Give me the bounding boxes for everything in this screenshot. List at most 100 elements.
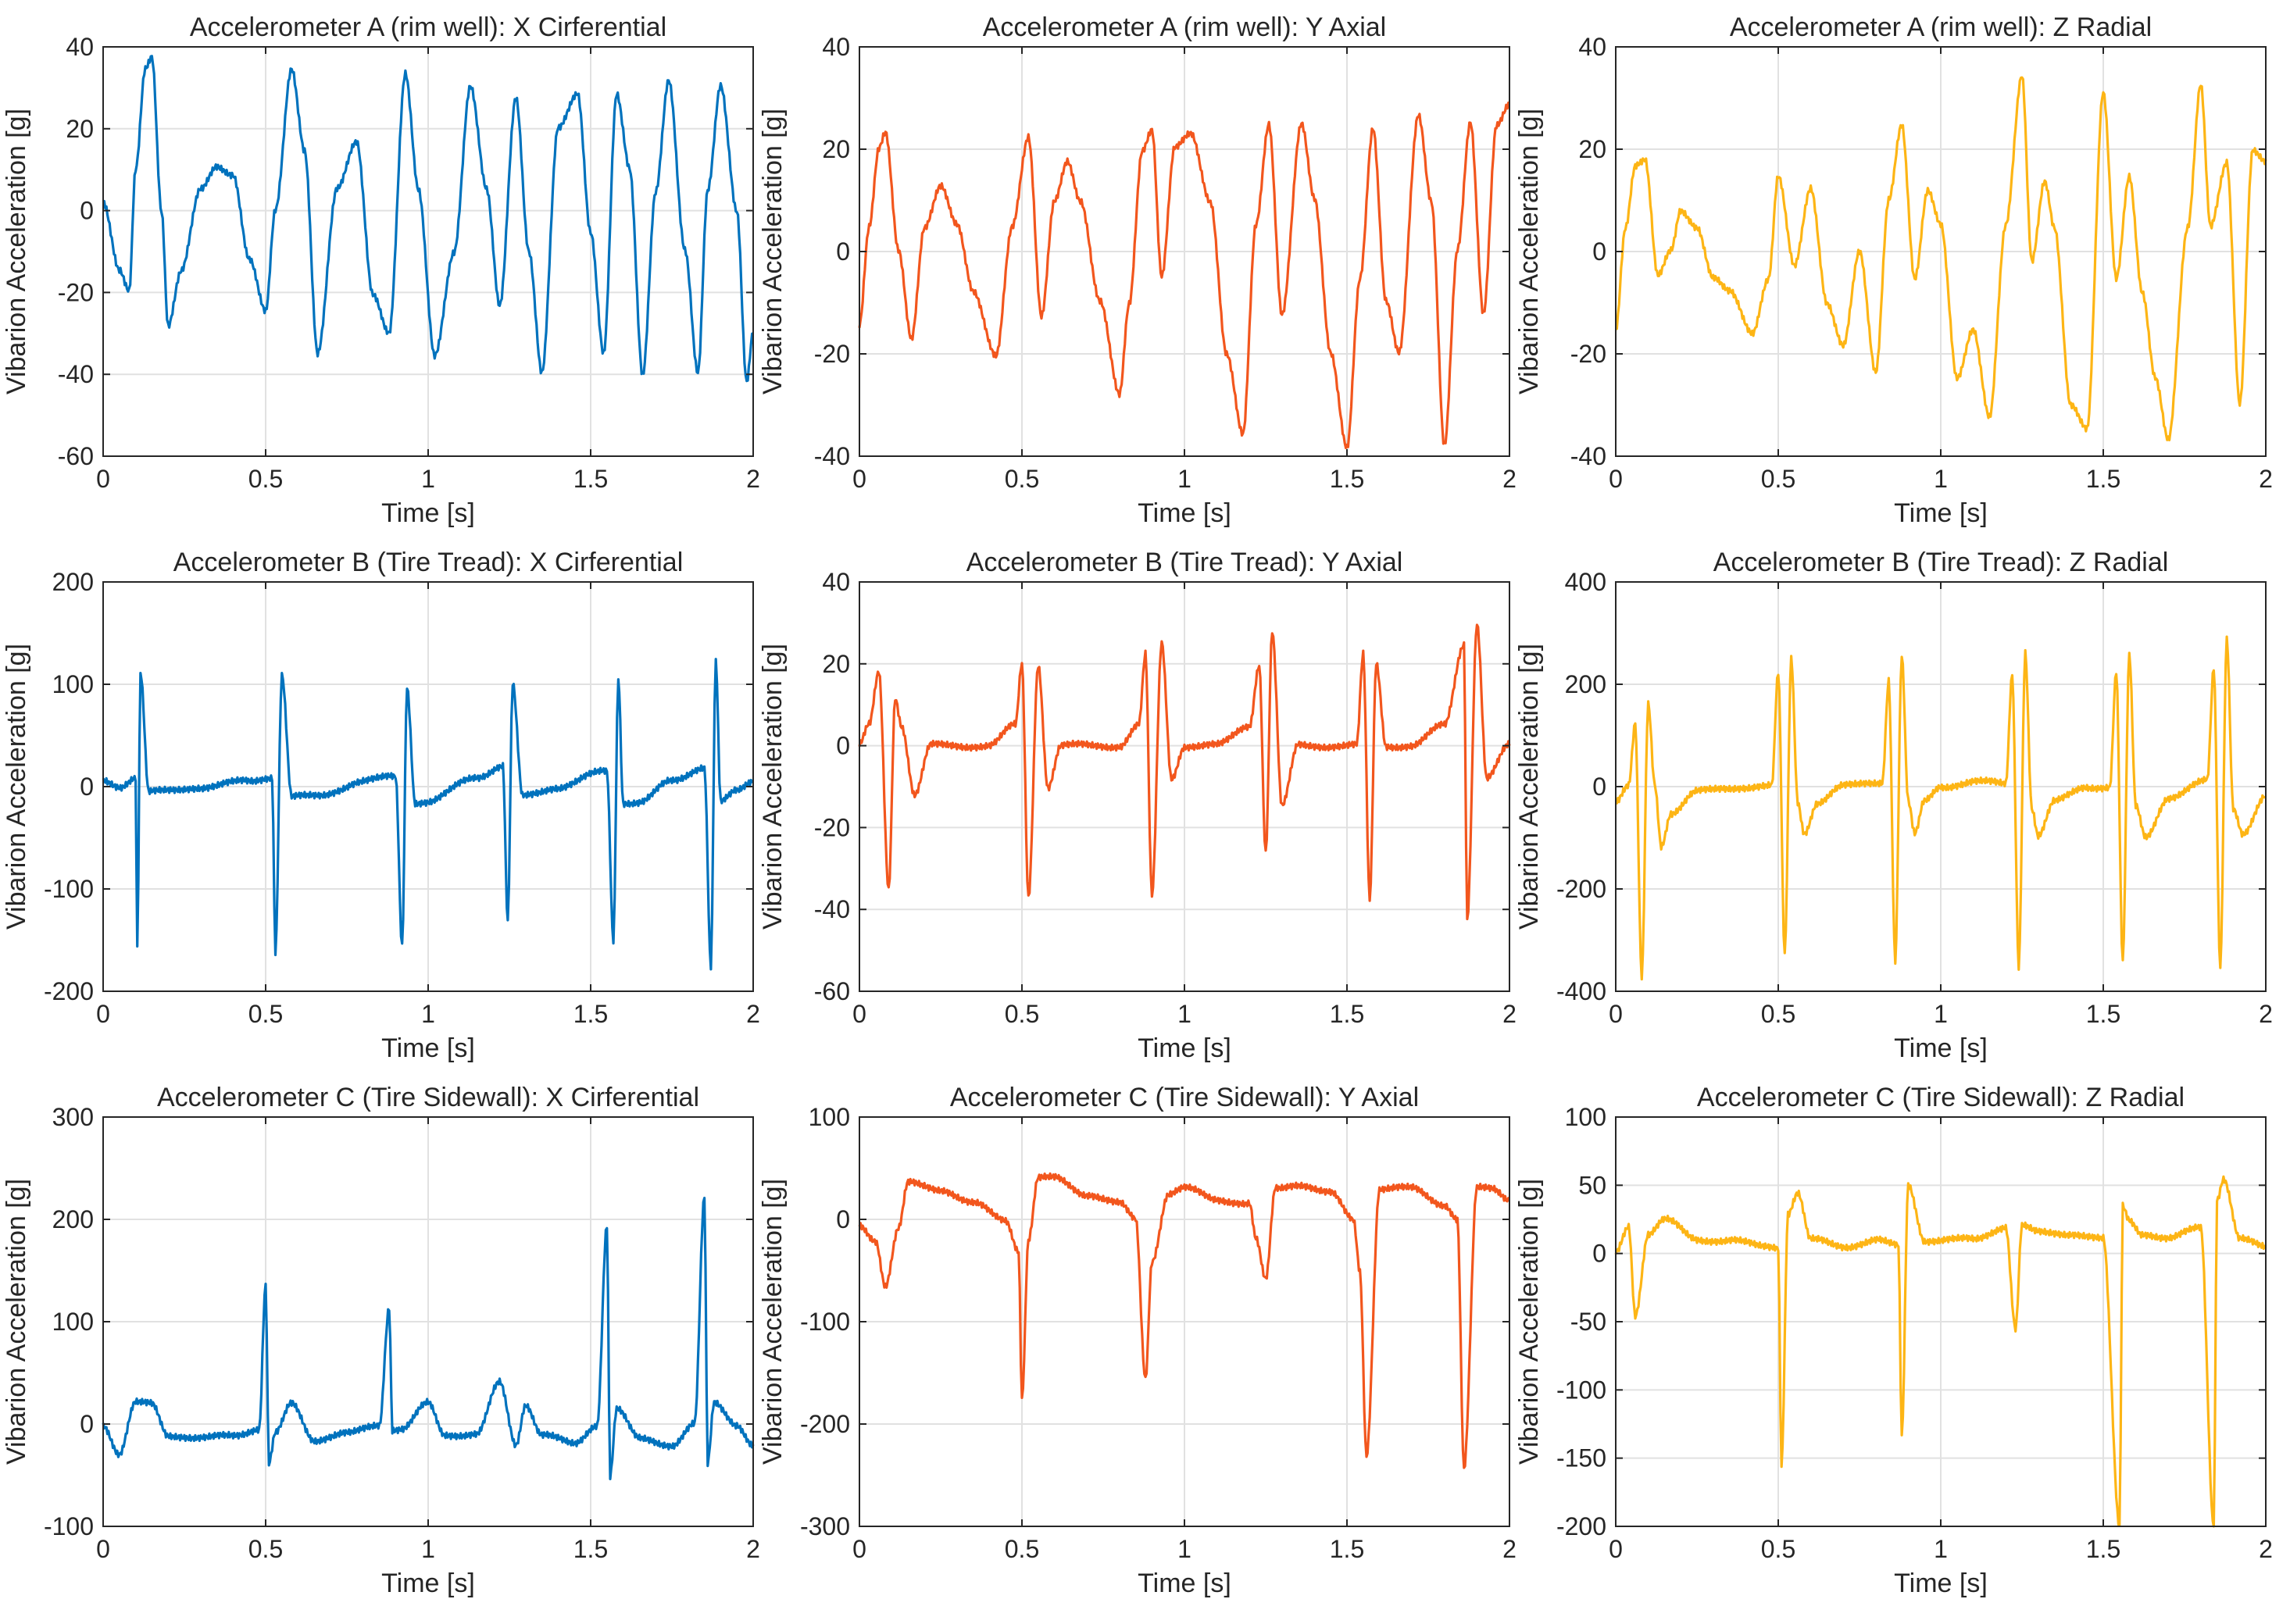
chart-9: 0 0.5 1 1.5 2 -200 -150 -100 -50 0 50 100 Accelerome… [1514,1083,2273,1598]
chart-9-xtick-label-0: 0 [1609,1535,1623,1563]
chart-6-xlabel: Time [s] [1894,1033,1988,1063]
chart-7-ylabel: Vibarion Acceleration [g] [2,1179,31,1465]
chart-1-ytick-label-0: -60 [58,442,94,470]
chart-1-ytick-label-4: 20 [66,115,94,143]
chart-8-xtick-label-3: 1.5 [1330,1535,1364,1563]
chart-2-xlabel: Time [s] [1138,498,1231,528]
chart-9-ytick-label-1: -150 [1556,1444,1606,1472]
chart-9-xlabel: Time [s] [1894,1569,1988,1598]
chart-2-title: Accelerometer A (rim well): Y Axial [983,12,1386,42]
chart-5: 0 0.5 1 1.5 2 -60 -40 -20 0 20 40 Accelerometer B (… [758,548,1517,1063]
chart-2-ylabel: Vibarion Acceleration [g] [758,109,788,394]
chart-4-ylabel: Vibarion Acceleration [g] [2,644,31,930]
chart-8-series-line [858,1172,1510,1469]
chart-4-ytick-label-1: -100 [44,875,94,903]
chart-1-ytick-label-5: 40 [66,33,94,61]
chart-8-xtick-label-0: 0 [852,1535,866,1563]
chart-5-xlabel: Time [s] [1138,1033,1231,1063]
chart-7-xtick-label-3: 1.5 [573,1535,608,1563]
chart-6-ytick-label-4: 400 [1565,568,1606,596]
chart-2-xtick-label-2: 1 [1177,465,1191,493]
chart-7-ytick-label-2: 100 [52,1308,94,1336]
chart-6-xtick-label-2: 1 [1934,1000,1948,1028]
chart-6-ylabel: Vibarion Acceleration [g] [1514,644,1544,930]
chart-3-xtick-label-2: 1 [1934,465,1948,493]
chart-7-series-line [102,1196,755,1481]
chart-2-xtick-label-1: 0.5 [1005,465,1039,493]
chart-4-xtick-label-2: 1 [421,1000,435,1028]
chart-4-title: Accelerometer B (Tire Tread): X Cirferen… [173,548,684,577]
chart-6-series-line [1615,635,2267,981]
chart-7-xtick-label-2: 1 [421,1535,435,1563]
chart-7-xtick-label-1: 0.5 [248,1535,283,1563]
chart-8: 0 0.5 1 1.5 2 -300 -200 -100 0 100 Accelerometer C… [758,1083,1517,1598]
chart-5-xtick-label-1: 0.5 [1005,1000,1039,1028]
chart-2-series-line [858,101,1510,450]
chart-1-xtick-label-4: 2 [746,465,760,493]
chart-2-ytick-label-0: -40 [814,442,850,470]
chart-5-ytick-label-4: 20 [822,650,850,678]
chart-2: 0 0.5 1 1.5 2 -40 -20 0 20 40 Accelerometer A (rim… [758,12,1517,528]
chart-1-xtick-label-0: 0 [96,465,110,493]
chart-9-ytick-label-6: 100 [1565,1103,1606,1131]
chart-7-ytick-label-4: 300 [52,1103,94,1131]
chart-2-xtick-label-3: 1.5 [1330,465,1364,493]
chart-6: 0 0.5 1 1.5 2 -400 -200 0 200 400 Accelerometer B … [1514,548,2273,1063]
chart-5-ytick-label-1: -40 [814,895,850,923]
chart-9-title: Accelerometer C (Tire Sidewall): Z Radia… [1697,1083,2185,1112]
chart-4-xtick-label-0: 0 [96,1000,110,1028]
chart-2-ytick-label-3: 20 [822,135,850,163]
chart-2-xtick-label-0: 0 [852,465,866,493]
chart-9-xtick-label-2: 1 [1934,1535,1948,1563]
chart-9-ytick-label-5: 50 [1578,1171,1606,1199]
chart-1-ytick-label-2: -20 [58,278,94,306]
chart-4-ytick-label-0: -200 [44,977,94,1005]
chart-7-xtick-label-4: 2 [746,1535,760,1563]
chart-7-ytick-label-3: 200 [52,1205,94,1233]
chart-3-ytick-label-2: 0 [1592,237,1606,266]
chart-6-ytick-label-2: 0 [1592,773,1606,801]
chart-1-xtick-label-3: 1.5 [573,465,608,493]
chart-6-xtick-label-4: 2 [2259,1000,2273,1028]
chart-4-xtick-label-4: 2 [746,1000,760,1028]
chart-2-ytick-label-2: 0 [836,237,850,266]
chart-6-xtick-label-1: 0.5 [1761,1000,1795,1028]
chart-3-xtick-label-1: 0.5 [1761,465,1795,493]
chart-4-ytick-label-4: 200 [52,568,94,596]
chart-8-title: Accelerometer C (Tire Sidewall): Y Axial [950,1083,1419,1112]
chart-4-ytick-label-2: 0 [80,773,94,801]
chart-9-xtick-label-3: 1.5 [2086,1535,2120,1563]
chart-3-ytick-label-3: 20 [1578,135,1606,163]
chart-5-xtick-label-2: 1 [1177,1000,1191,1028]
chart-8-xtick-label-4: 2 [1502,1535,1517,1563]
chart-3-xlabel: Time [s] [1894,498,1988,528]
chart-6-ytick-label-0: -400 [1556,977,1606,1005]
chart-1-ytick-label-1: -40 [58,360,94,388]
chart-2-ytick-label-1: -20 [814,340,850,368]
chart-7-title: Accelerometer C (Tire Sidewall): X Cirfe… [157,1083,699,1112]
chart-8-xlabel: Time [s] [1138,1569,1231,1598]
chart-9-ytick-label-0: -200 [1556,1512,1606,1540]
chart-7-xtick-label-0: 0 [96,1535,110,1563]
chart-8-ytick-label-0: -300 [800,1512,850,1540]
chart-3-xtick-label-0: 0 [1609,465,1623,493]
chart-3-series-line [1614,76,2267,442]
chart-8-ytick-label-2: -100 [800,1308,850,1336]
chart-5-title: Accelerometer B (Tire Tread): Y Axial [966,548,1403,577]
chart-2-ytick-label-4: 40 [822,33,850,61]
chart-8-ytick-label-3: 0 [836,1205,850,1233]
chart-3: 0 0.5 1 1.5 2 -40 -20 0 20 40 Accelerometer A (rim… [1514,12,2273,528]
chart-9-series-line [1614,1175,2267,1528]
chart-6-ytick-label-1: -200 [1556,875,1606,903]
chart-5-ytick-label-2: -20 [814,813,850,841]
chart-2-xtick-label-4: 2 [1502,465,1517,493]
chart-5-ytick-label-5: 40 [822,568,850,596]
chart-9-xtick-label-1: 0.5 [1761,1535,1795,1563]
chart-3-ylabel: Vibarion Acceleration [g] [1514,109,1544,394]
chart-7-ytick-label-0: -100 [44,1512,94,1540]
chart-8-ytick-label-4: 100 [809,1103,850,1131]
chart-8-xtick-label-1: 0.5 [1005,1535,1039,1563]
chart-3-ytick-label-4: 40 [1578,33,1606,61]
chart-5-ytick-label-0: -60 [814,977,850,1005]
chart-5-xtick-label-4: 2 [1502,1000,1517,1028]
